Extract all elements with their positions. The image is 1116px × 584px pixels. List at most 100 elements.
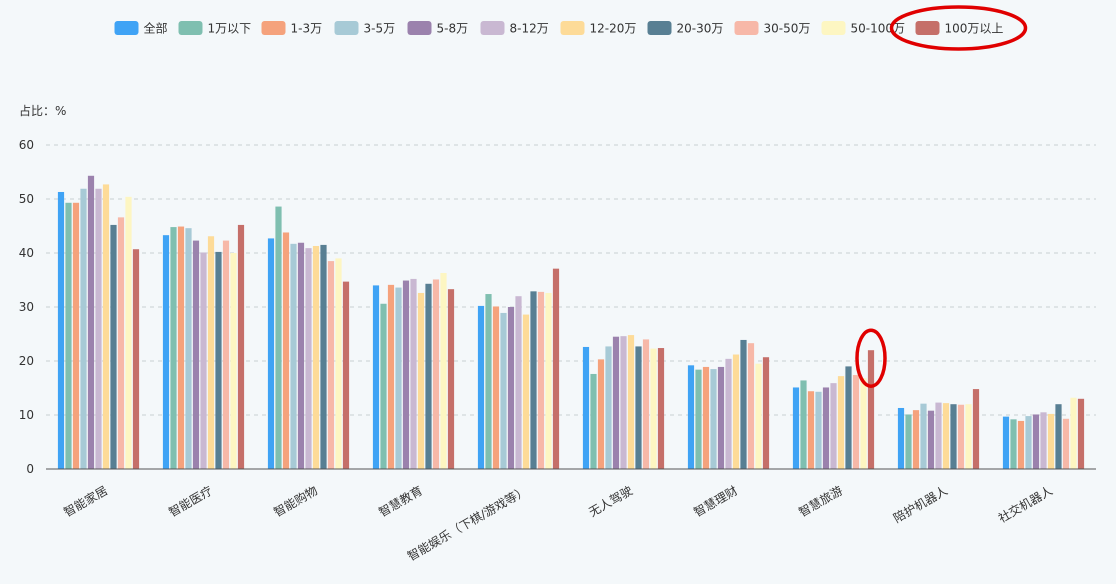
bar	[477, 305, 485, 469]
bar	[912, 410, 920, 469]
legend-label: 1万以下	[208, 22, 252, 36]
bar	[312, 245, 320, 469]
bar	[702, 366, 710, 469]
legend-label: 1-3万	[291, 22, 323, 36]
highlight-ellipse	[855, 328, 887, 388]
bar	[717, 366, 725, 469]
y-tick-label: 50	[19, 192, 34, 206]
bar	[57, 191, 65, 470]
legend-label: 全部	[144, 21, 168, 36]
bar	[492, 306, 500, 469]
bar	[642, 339, 650, 469]
bar	[515, 296, 522, 469]
bar	[1077, 398, 1085, 469]
bars	[57, 175, 1085, 470]
y-tick-label: 60	[19, 138, 34, 152]
bar	[620, 336, 627, 469]
bar	[125, 196, 132, 469]
bar	[972, 389, 980, 469]
bar	[507, 307, 515, 469]
bar	[830, 383, 837, 469]
legend-swatch	[407, 21, 432, 35]
bar	[200, 252, 207, 469]
legend-swatch	[261, 21, 286, 35]
bar	[500, 312, 507, 469]
bar	[72, 202, 80, 469]
y-tick-label: 10	[19, 408, 34, 422]
x-tick-label: 智慧旅游	[796, 483, 845, 520]
bar	[725, 358, 732, 469]
bar	[1062, 418, 1070, 469]
bar	[1055, 404, 1062, 469]
bar	[837, 376, 845, 469]
x-tick-label: 智能医疗	[166, 483, 215, 520]
bar	[1032, 414, 1040, 469]
bar	[447, 289, 455, 469]
bar	[650, 348, 657, 469]
legend-label: 5-8万	[437, 22, 469, 36]
bar	[207, 236, 215, 469]
bar	[342, 281, 350, 469]
legend-swatch	[114, 21, 139, 35]
bar	[1017, 420, 1025, 469]
bar	[410, 278, 417, 469]
legend-swatch	[915, 21, 940, 35]
bar	[627, 335, 635, 469]
bar	[372, 285, 380, 469]
bar	[920, 403, 927, 469]
y-tick-label: 20	[19, 354, 34, 368]
legend-label: 3-5万	[364, 22, 396, 36]
bar	[852, 375, 860, 469]
bar	[597, 359, 605, 469]
bar	[327, 261, 335, 469]
bar	[755, 363, 762, 469]
bar	[185, 228, 192, 469]
bar	[792, 387, 800, 469]
bar	[1002, 416, 1010, 469]
bar	[387, 284, 395, 469]
highlight-ellipse	[889, 5, 1028, 51]
bar	[957, 404, 965, 469]
bar	[590, 373, 597, 469]
bar	[942, 403, 950, 469]
bar	[1040, 412, 1047, 469]
bar	[395, 287, 402, 469]
bar	[80, 188, 87, 470]
bar	[545, 292, 552, 469]
legend-swatch	[647, 21, 672, 35]
bar	[222, 240, 230, 469]
bar	[800, 380, 807, 469]
bar	[740, 339, 747, 469]
bar	[657, 348, 665, 469]
bar	[402, 280, 410, 469]
y-unit-label: 占比：%	[19, 103, 66, 118]
bar	[695, 369, 702, 469]
bar	[815, 391, 822, 469]
x-tick-label: 社交机器人	[996, 483, 1055, 526]
bar	[732, 354, 740, 469]
legend-swatch	[560, 21, 585, 35]
bar	[305, 248, 312, 469]
y-tick-label: 30	[19, 300, 34, 314]
bar	[905, 414, 912, 469]
bar	[192, 240, 200, 469]
bar	[530, 291, 537, 469]
bar	[687, 365, 695, 469]
legend-swatch	[334, 21, 359, 35]
x-tick-label: 智慧理财	[691, 483, 740, 520]
legend-swatch	[734, 21, 759, 35]
y-tick-label: 0	[26, 462, 34, 476]
bar	[282, 232, 290, 469]
bar	[860, 378, 867, 469]
bar	[485, 294, 492, 469]
bar	[87, 175, 95, 469]
y-axis-ticks: 0 10 20 30 40 50 60	[19, 138, 34, 476]
bar	[845, 366, 852, 469]
bar	[177, 226, 185, 469]
bar	[762, 357, 770, 469]
bar	[110, 224, 117, 469]
bar	[1010, 419, 1017, 469]
bar	[170, 227, 177, 469]
